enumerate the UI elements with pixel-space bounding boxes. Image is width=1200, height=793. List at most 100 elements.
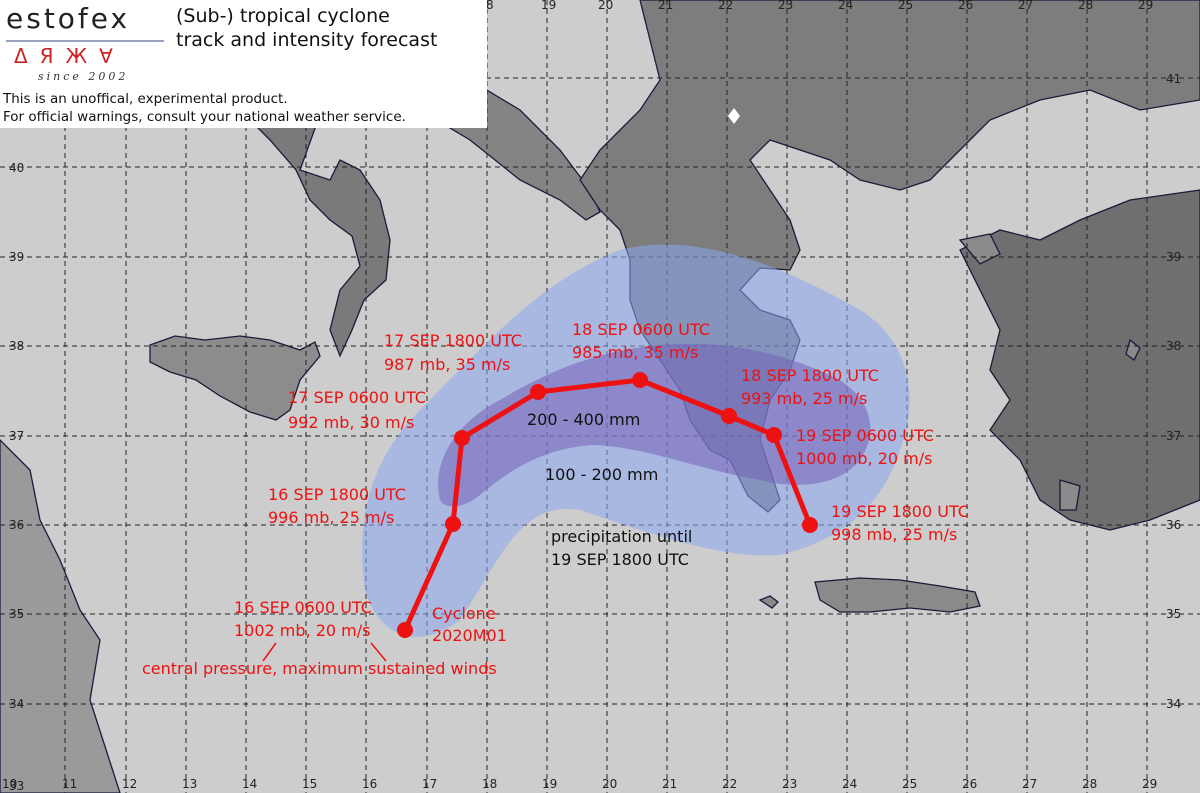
lon-tick-bottom: 18 [482,777,497,791]
lon-tick-bottom: 13 [182,777,197,791]
lon-tick-bottom: 23 [782,777,797,791]
label-values-18sep0600: 985 mb, 35 m/s [572,343,698,362]
label-values-17sep0600: 992 mb, 30 m/s [288,413,414,432]
track-point [530,384,546,400]
disclaimer: This is an unoffical, experimental produ… [3,90,406,126]
product-title-line1: (Sub-) tropical cyclone [176,5,390,27]
precip-inner-label: 200 - 400 mm [527,410,640,429]
track-point [454,430,470,446]
lat-tick-right: 41 [1166,72,1181,86]
label-time-17sep1800: 17 SEP 1800 UTC [384,331,522,350]
forecast-labels: 16 SEP 0600 UTC 1002 mb, 20 m/s 16 SEP 1… [142,320,969,678]
land-libya [0,439,121,793]
lon-tick-top: 29 [1138,0,1153,12]
lon-tick-bottom: 17 [422,777,437,791]
lon-tick-top: 23 [778,0,793,12]
track-point [766,427,782,443]
lon-tick-bottom: 20 [602,777,617,791]
lon-tick-bottom: 10 [2,777,17,791]
header-panel: estofex ΔЯЖ∀ since 2002 (Sub-) tropical … [0,0,487,128]
land-sicily [149,335,321,421]
brand-since: since 2002 [38,70,129,83]
brand-logo-text: estofex [6,2,131,35]
product-title: (Sub-) tropical cyclone track and intens… [176,4,476,52]
label-time-19sep0600: 19 SEP 0600 UTC [796,426,934,445]
land-crete [814,577,981,613]
label-values-18sep1800: 993 mb, 25 m/s [741,389,867,408]
label-values-16sep0600: 1002 mb, 20 m/s [234,621,370,640]
lat-tick-left: 34 [9,697,24,711]
lat-tick-right: 37 [1166,429,1181,443]
precip-until-line1: precipitation until [551,527,692,546]
lon-tick-bottom: 21 [662,777,677,791]
track-point [802,517,818,533]
land-turkey [959,189,1200,531]
label-time-19sep1800: 19 SEP 1800 UTC [831,502,969,521]
lon-tick-bottom: 26 [962,777,977,791]
lat-tick-right: 34 [1166,697,1181,711]
white-marker [728,108,740,124]
lon-tick-top: 28 [1078,0,1093,12]
label-time-18sep0600: 18 SEP 0600 UTC [572,320,710,339]
precip-outer-label: 100 - 200 mm [545,465,658,484]
lon-tick-top: 19 [541,0,556,12]
track-line [402,377,813,632]
track-point [721,408,737,424]
lon-tick-bottom: 11 [62,777,77,791]
lon-tick-bottom: 19 [542,777,557,791]
lat-tick-right: 36 [1166,518,1181,532]
precipitation-areas [362,244,910,637]
lat-tick-left: 39 [9,250,24,264]
lon-tick-top: 8 [486,0,494,12]
note-pointer-right [370,642,387,662]
track-point [397,622,413,638]
precip-until-line2: 19 SEP 1800 UTC [551,550,689,569]
lon-tick-bottom: 27 [1022,777,1037,791]
lat-tick-left: 40 [9,161,24,175]
lon-tick-top: 26 [958,0,973,12]
label-values-17sep1800: 987 mb, 35 m/s [384,355,510,374]
cyclone-name-line1: Cyclone [432,604,496,623]
lon-tick-bottom: 28 [1082,777,1097,791]
lon-tick-bottom: 15 [302,777,317,791]
label-values-19sep0600: 1000 mb, 20 m/s [796,449,932,468]
lon-tick-top: 24 [838,0,853,12]
label-values-16sep1800: 996 mb, 25 m/s [268,508,394,527]
label-values-19sep1800: 998 mb, 25 m/s [831,525,957,544]
label-time-18sep1800: 18 SEP 1800 UTC [741,366,879,385]
disclaimer-line2: For official warnings, consult your nati… [3,109,406,125]
lat-tick-left: 37 [9,429,24,443]
lon-tick-bottom: 14 [242,777,257,791]
cyclone-name-line2: 2020M01 [432,626,507,645]
label-time-16sep1800: 16 SEP 1800 UTC [268,485,406,504]
lon-tick-top: 20 [598,0,613,12]
note-pointer-left [262,642,277,662]
lon-tick-top: 22 [718,0,733,12]
lat-tick-left: 33 [9,779,24,793]
label-time-16sep0600: 16 SEP 0600 UTC [234,598,372,617]
lat-tick-right: 35 [1166,607,1181,621]
track-point [445,516,461,532]
lon-tick-bottom: 22 [722,777,737,791]
lon-tick-bottom: 24 [842,777,857,791]
precip-area-inner [438,343,871,507]
lon-tick-bottom: 12 [122,777,137,791]
disclaimer-line1: This is an unoffical, experimental produ… [3,91,288,107]
land-islands [758,233,1141,609]
lon-tick-bottom: 16 [362,777,377,791]
lon-tick-bottom: 29 [1142,777,1157,791]
lat-tick-left: 38 [9,339,24,353]
lon-tick-top: 21 [658,0,673,12]
cyclone-track [397,372,818,638]
lat-tick-right: 39 [1166,250,1181,264]
lon-tick-bottom: 25 [902,777,917,791]
track-point [632,372,648,388]
lon-tick-top: 27 [1018,0,1033,12]
lat-tick-left: 35 [9,607,24,621]
label-time-17sep0600: 17 SEP 0600 UTC [288,388,426,407]
lon-tick-top: 25 [898,0,913,12]
brand-logo-icon: ΔЯЖ∀ [14,44,125,68]
legend-note: central pressure, maximum sustained wind… [142,659,497,678]
